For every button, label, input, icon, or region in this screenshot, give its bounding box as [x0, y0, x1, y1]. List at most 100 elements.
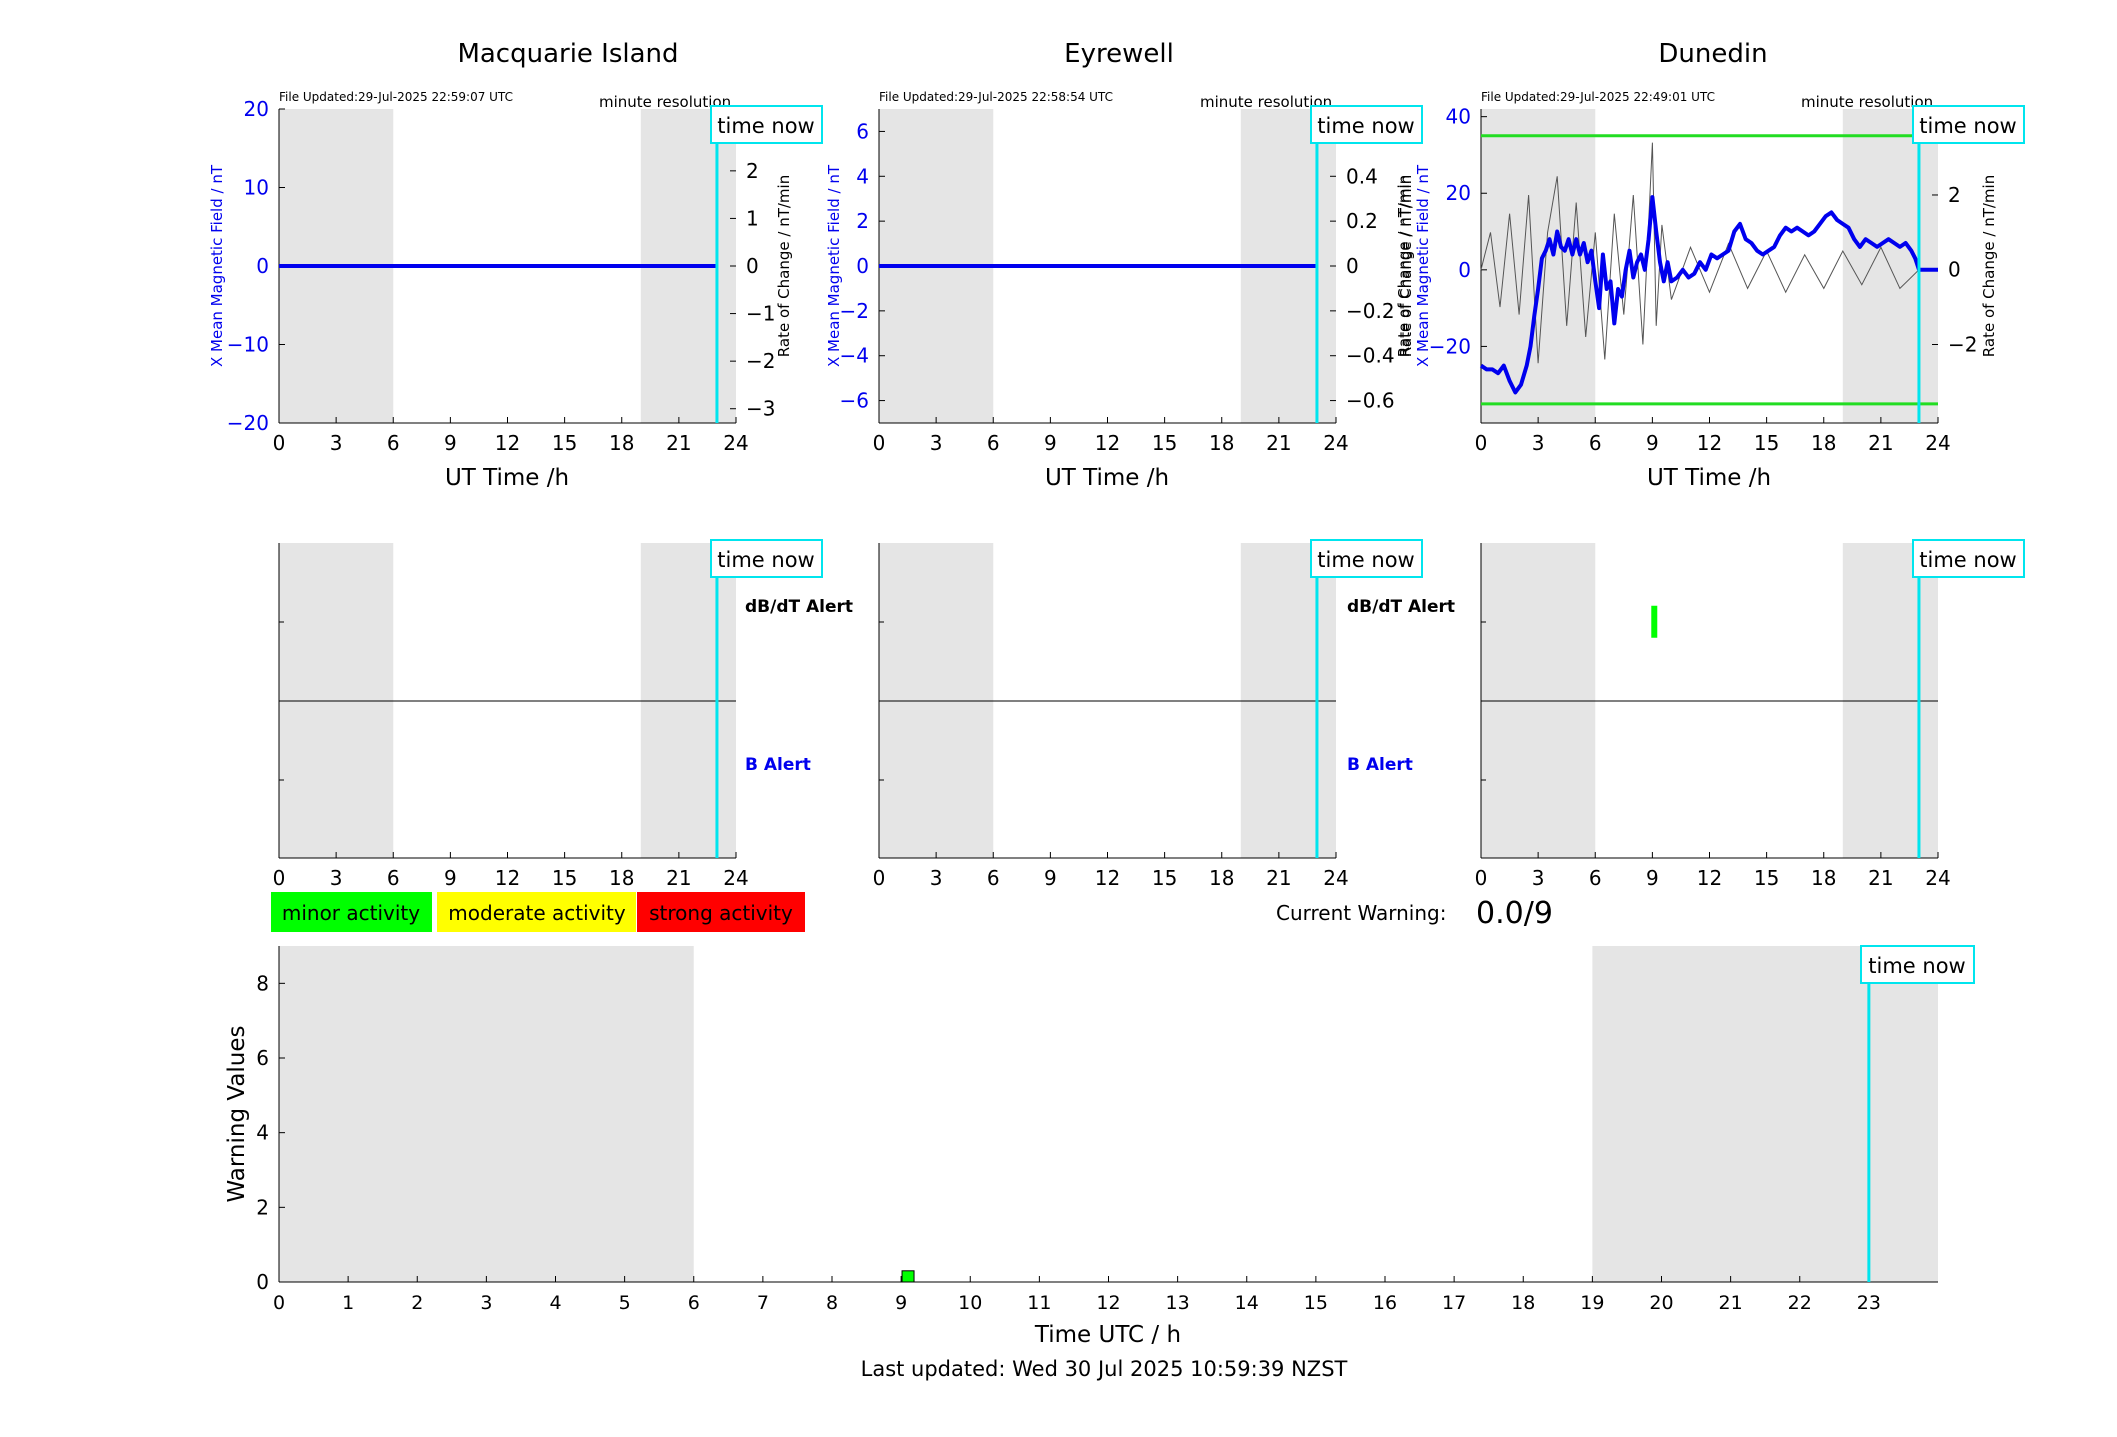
x-tick-label: 12	[1697, 431, 1722, 455]
time-now-box	[1860, 945, 1975, 984]
y2-tick-label: 1	[746, 206, 759, 230]
panel-title-eyrewell: Eyrewell	[1064, 39, 1174, 69]
y2-tick-label: −3	[746, 397, 775, 421]
x-tick-label: 0	[273, 1292, 285, 1314]
y-tick-label: −20	[227, 411, 269, 435]
y2-tick-label: 0	[1948, 258, 1961, 282]
resolution-eyrewell: minute resolution	[1200, 93, 1332, 111]
current-warning-label: Current Warning:	[1276, 901, 1446, 925]
x-tick-label: 15	[1754, 866, 1779, 890]
time-now-box	[710, 105, 823, 144]
x-tick-label: 18	[1811, 431, 1836, 455]
y-tick-label: −10	[227, 333, 269, 357]
resolution-macquarie: minute resolution	[599, 93, 731, 111]
b-alert-label: B Alert	[1347, 755, 1413, 775]
x-tick-label: 3	[1532, 431, 1545, 455]
night-shade-band	[1481, 109, 1596, 423]
y-tick-label: 4	[256, 1121, 269, 1145]
resolution-dunedin: minute resolution	[1801, 93, 1933, 111]
x-tick-label: 23	[1857, 1292, 1881, 1314]
x-tick-label: 3	[330, 866, 343, 890]
x-tick-label: 3	[930, 431, 943, 455]
y2-tick-label: 2	[746, 159, 759, 183]
x-tick-label: 0	[273, 431, 286, 455]
y2-tick-label: −2	[746, 349, 775, 373]
x-tick-label: 7	[757, 1292, 769, 1314]
x-tick-label: 21	[666, 431, 691, 455]
x-tick-label: 15	[552, 431, 577, 455]
x-tick-label: 6	[1589, 866, 1602, 890]
x-tick-label: 14	[1235, 1292, 1259, 1314]
x-tick-label: 18	[609, 431, 634, 455]
y-tick-label: 2	[856, 209, 869, 233]
y2-axis-label: Rate of Change / nT/min	[1395, 175, 1413, 357]
b-alert-label: B Alert	[745, 755, 811, 775]
x-axis-label: Time UTC / h	[1034, 1322, 1181, 1348]
x-tick-label: 0	[873, 431, 886, 455]
y2-tick-label: 0.4	[1346, 164, 1378, 188]
dunedin-alert-plot: 0 3 6 9 12 15 18 21 24 time now	[1475, 539, 2025, 890]
time-now-box	[1912, 539, 2025, 578]
x-tick-label: 16	[1373, 1292, 1397, 1314]
y-tick-label: 8	[256, 971, 269, 995]
x-tick-label: 21	[1266, 431, 1291, 455]
x-tick-label: 21	[666, 866, 691, 890]
x-tick-label: 1	[342, 1292, 354, 1314]
x-axis-label: UT Time /h	[445, 465, 569, 491]
x-tick-label: 15	[1304, 1292, 1328, 1314]
y-tick-label: 4	[856, 164, 869, 188]
x-tick-label: 18	[1209, 431, 1234, 455]
dbdt-alert-label: dB/dT Alert	[745, 597, 853, 617]
time-now-label: time now	[717, 548, 814, 572]
x-tick-label: 6	[688, 1292, 700, 1314]
y-tick-label: 20	[1446, 181, 1471, 205]
x-tick-label: 9	[444, 431, 457, 455]
x-tick-label: 15	[1754, 431, 1779, 455]
y-tick-label: −4	[840, 344, 869, 368]
macquarie-alert-plot: 0 3 6 9 12 15 18 21 24 time now dB/dT Alert B Al…	[273, 539, 853, 890]
x-tick-label: 15	[1152, 431, 1177, 455]
night-shade-band	[1592, 946, 1938, 1282]
y2-tick-label: 2	[1948, 183, 1961, 207]
eyrewell-alert-plot: 0 3 6 9 12 15 18 21 24 time now dB/dT Alert B Al…	[873, 539, 1455, 890]
time-now-label: time now	[1919, 548, 2016, 572]
x-tick-label: 6	[987, 866, 1000, 890]
y2-tick-label: 0.2	[1346, 209, 1378, 233]
x-tick-label: 17	[1442, 1292, 1466, 1314]
legend-strong-label: strong activity	[649, 901, 793, 925]
time-now-box	[710, 539, 823, 578]
x-tick-label: 13	[1166, 1292, 1190, 1314]
y-tick-label: 0	[256, 254, 269, 278]
time-now-box	[1310, 539, 1423, 578]
x-tick-label: 18	[1209, 866, 1234, 890]
x-tick-label: 24	[723, 866, 748, 890]
last-updated: Last updated: Wed 30 Jul 2025 10:59:39 N…	[861, 1357, 1348, 1381]
x-tick-label: 15	[552, 866, 577, 890]
y2-axis-label-dup: Rate of Change / nT/min	[1397, 175, 1415, 357]
time-now-label: time now	[1317, 114, 1414, 138]
x-tick-label: 9	[444, 866, 457, 890]
x-tick-label: 24	[723, 431, 748, 455]
x-tick-label: 0	[1475, 431, 1488, 455]
time-now-box	[1912, 105, 2025, 144]
x-tick-label: 4	[549, 1292, 561, 1314]
y-axis-label: Warning Values	[224, 1025, 250, 1202]
x-tick-label: 12	[1697, 866, 1722, 890]
x-tick-label: 12	[1095, 866, 1120, 890]
y-tick-label: 0	[256, 1270, 269, 1294]
x-tick-label: 6	[387, 866, 400, 890]
time-now-label: time now	[1317, 548, 1414, 572]
y-tick-label: 0	[1458, 258, 1471, 282]
x-tick-label: 24	[1323, 431, 1348, 455]
x-tick-label: 2	[411, 1292, 423, 1314]
y2-tick-label: 0	[746, 254, 759, 278]
x-tick-label: 18	[1811, 866, 1836, 890]
x-axis-label: UT Time /h	[1045, 465, 1169, 491]
x-tick-label: 24	[1323, 866, 1348, 890]
time-now-label: time now	[1919, 114, 2016, 138]
x-tick-label: 9	[1044, 431, 1057, 455]
y-tick-label: 0	[856, 254, 869, 278]
x-tick-label: 0	[873, 866, 886, 890]
